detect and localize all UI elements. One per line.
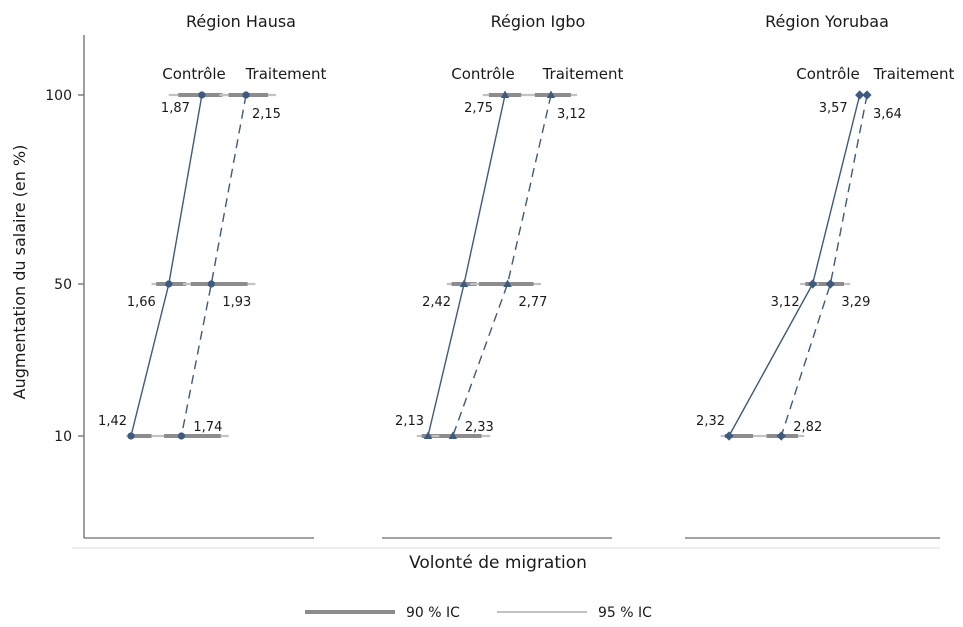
y-tick-label-10: 10 bbox=[54, 429, 72, 445]
point-1-1-2 bbox=[177, 432, 186, 440]
data-label-1-0-2: 1,42 bbox=[98, 414, 127, 429]
legend-label-90: 90 % IC bbox=[406, 605, 460, 621]
point-3-0-0 bbox=[855, 90, 865, 100]
y-tick-label-100: 100 bbox=[45, 88, 72, 104]
series-line-3-controle bbox=[728, 94, 861, 437]
data-label-3-0-0: 3,57 bbox=[819, 101, 848, 116]
panel-title-3: Région Yorubaa bbox=[765, 12, 889, 31]
series-name-1-controle: Contrôle bbox=[162, 65, 225, 83]
axes-layer bbox=[72, 35, 940, 549]
text-layer: Augmentation du salaire (en %) Volonté d… bbox=[10, 12, 955, 573]
point-3-0-1 bbox=[808, 279, 818, 289]
panel-title-1: Région Hausa bbox=[186, 12, 296, 31]
point-2-0-0 bbox=[500, 90, 510, 98]
y-axis-label: Augmentation du salaire (en %) bbox=[10, 145, 29, 400]
x-axis-label: Volonté de migration bbox=[409, 553, 587, 573]
data-label-2-1-0: 3,12 bbox=[557, 107, 586, 122]
point-3-1-1 bbox=[825, 279, 836, 289]
point-1-1-1 bbox=[207, 280, 215, 288]
series-line-1-traitement bbox=[180, 94, 247, 437]
data-label-2-1-1: 2,77 bbox=[519, 295, 548, 310]
data-label-3-1-2: 2,82 bbox=[793, 420, 822, 435]
y-tick-label-50: 50 bbox=[54, 277, 72, 293]
data-label-2-0-1: 2,42 bbox=[422, 295, 451, 310]
series-line-3-traitement bbox=[780, 94, 868, 437]
series-name-3-controle: Contrôle bbox=[796, 65, 859, 83]
point-2-1-2 bbox=[448, 431, 458, 439]
legend: 90 % IC 95 % IC bbox=[305, 605, 652, 621]
series-name-2-controle: Contrôle bbox=[451, 65, 514, 83]
ci-layer bbox=[126, 93, 851, 438]
point-1-0-2 bbox=[127, 432, 135, 440]
point-3-1-2 bbox=[776, 431, 786, 441]
series-line-1-controle bbox=[130, 94, 203, 437]
point-1-1-0 bbox=[242, 91, 250, 99]
point-2-0-1 bbox=[459, 279, 469, 287]
panel-title-2: Région Igbo bbox=[491, 12, 586, 31]
series-line-2-traitement bbox=[452, 94, 552, 437]
lines-layer bbox=[130, 94, 868, 437]
point-2-1-0 bbox=[546, 90, 556, 98]
data-label-2-1-2: 2,33 bbox=[465, 420, 494, 435]
data-label-2-0-2: 2,13 bbox=[395, 414, 424, 429]
data-label-1-1-0: 2,15 bbox=[252, 107, 281, 122]
data-label-2-0-0: 2,75 bbox=[464, 101, 493, 116]
data-label-1-0-0: 1,87 bbox=[161, 101, 190, 116]
marks-layer bbox=[127, 90, 872, 441]
point-1-0-0 bbox=[198, 91, 206, 99]
point-2-0-2 bbox=[423, 431, 433, 439]
series-name-3-traitement: Traitement bbox=[873, 65, 955, 83]
data-label-1-1-1: 1,93 bbox=[222, 295, 251, 310]
legend-label-95: 95 % IC bbox=[598, 605, 652, 621]
data-label-3-0-1: 3,12 bbox=[771, 295, 800, 310]
series-line-2-controle bbox=[427, 94, 506, 437]
point-3-0-2 bbox=[724, 431, 734, 441]
point-1-0-1 bbox=[165, 280, 173, 288]
data-label-1-1-2: 1,74 bbox=[193, 420, 222, 435]
data-label-3-0-2: 2,32 bbox=[696, 414, 725, 429]
series-name-1-traitement: Traitement bbox=[245, 65, 327, 83]
point-2-1-1 bbox=[503, 279, 512, 287]
series-name-2-traitement: Traitement bbox=[542, 65, 624, 83]
data-label-3-1-0: 3,64 bbox=[873, 107, 902, 122]
data-label-3-1-1: 3,29 bbox=[841, 295, 870, 310]
point-3-1-0 bbox=[862, 90, 872, 100]
data-label-1-0-1: 1,66 bbox=[127, 295, 156, 310]
